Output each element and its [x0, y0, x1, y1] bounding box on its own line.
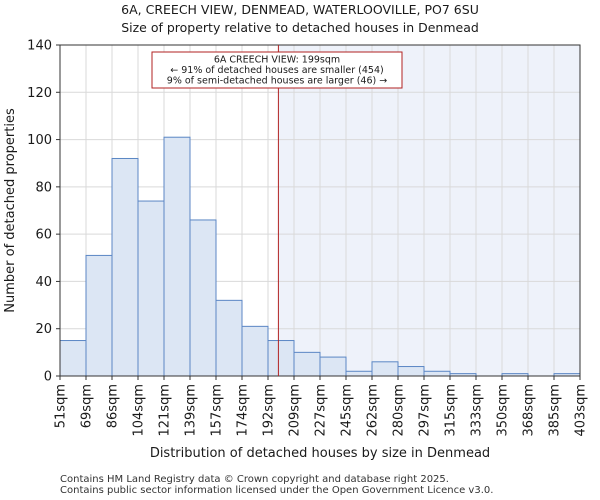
bar [345, 370, 373, 377]
x-tick-label: 262sqm [366, 384, 381, 437]
y-tick-label: 140 [27, 39, 52, 54]
x-tick-label: 368sqm [522, 384, 537, 437]
bar [397, 366, 425, 377]
chart-title: 6A, CREECH VIEW, DENMEAD, WATERLOOVILLE,… [121, 2, 479, 17]
footer-licence: Contains public sector information licen… [60, 485, 494, 496]
annotation-box [151, 51, 403, 89]
x-tick-label: 385sqm [548, 384, 563, 437]
histogram-chart: 6A CREECH VIEW: 199sqm← 91% of detached … [3, 39, 589, 462]
x-tick-label: 51sqm [54, 384, 69, 428]
x-tick-label: 245sqm [340, 384, 355, 437]
x-tick-label: 333sqm [470, 384, 485, 437]
x-tick-label: 86sqm [106, 384, 121, 428]
bar [241, 325, 269, 377]
x-tick-label: 121sqm [158, 384, 173, 437]
annotation-smaller: ← 91% of detached houses are smaller (45… [170, 65, 383, 76]
y-tick-label: 20 [35, 322, 52, 337]
annotation-title: 6A CREECH VIEW: 199sqm [214, 55, 340, 66]
bar [59, 340, 87, 377]
x-axis-label: Distribution of detached houses by size … [150, 446, 490, 461]
y-axis-label: Number of detached properties [3, 108, 18, 313]
x-tick-label: 104sqm [132, 384, 147, 437]
x-tick-label: 297sqm [418, 384, 433, 437]
y-tick-label: 60 [35, 228, 52, 243]
chart-subtitle: Size of property relative to detached ho… [121, 20, 479, 35]
x-tick-label: 69sqm [80, 384, 95, 428]
x-tick-label: 315sqm [444, 384, 459, 437]
bar [423, 370, 451, 377]
y-tick-label: 40 [35, 275, 52, 290]
bar [371, 361, 399, 377]
bar [111, 157, 139, 377]
bar [215, 299, 243, 377]
x-tick-label: 403sqm [574, 384, 589, 437]
bar [293, 351, 321, 377]
y-tick-label: 100 [27, 133, 52, 148]
bar [163, 136, 191, 377]
bar [319, 356, 347, 377]
x-tick-label: 350sqm [496, 384, 511, 437]
x-tick-label: 192sqm [262, 384, 277, 437]
x-tick-label: 227sqm [314, 384, 329, 437]
y-tick-label: 0 [44, 370, 52, 385]
footer-copyright: Contains HM Land Registry data © Crown c… [60, 474, 449, 485]
annotation-larger: 9% of semi-detached houses are larger (4… [167, 76, 387, 87]
x-tick-label: 139sqm [184, 384, 199, 437]
x-tick-label: 157sqm [210, 384, 225, 437]
bar [267, 340, 295, 377]
highlight-region [278, 45, 580, 376]
bar [85, 254, 113, 377]
bar [137, 200, 165, 377]
y-tick-label: 80 [35, 180, 52, 195]
bar [189, 219, 217, 377]
x-tick-label: 280sqm [392, 384, 407, 437]
x-tick-label: 174sqm [236, 384, 251, 437]
x-tick-label: 209sqm [288, 384, 303, 437]
y-tick-label: 120 [27, 86, 52, 101]
